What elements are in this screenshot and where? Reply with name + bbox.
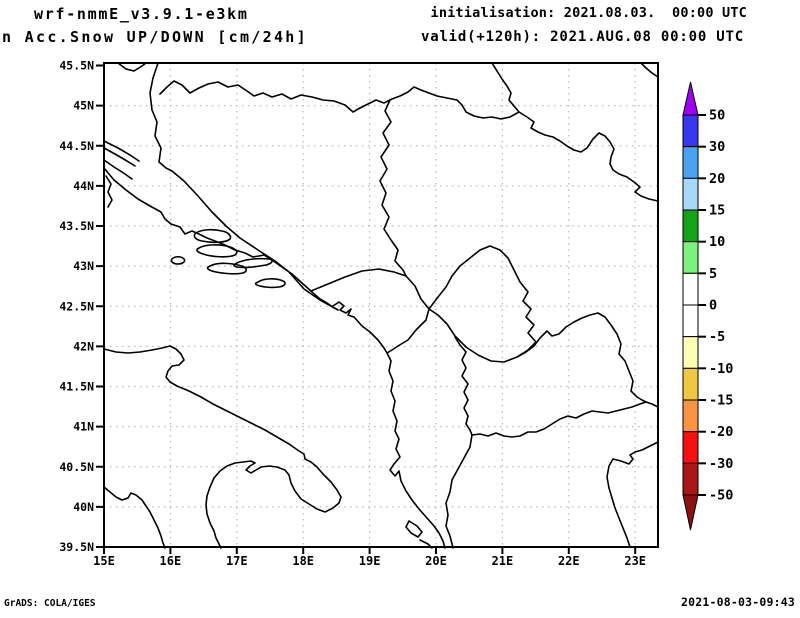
initialisation-time-label: initialisation: 2021.08.03. 00:00 UTC xyxy=(430,5,747,21)
lat-tick-label: 42.5N xyxy=(59,299,94,313)
lat-tick-label: 43N xyxy=(73,259,94,273)
lon-tick-label: 20E xyxy=(425,554,447,568)
lat-tick-label: 39.5N xyxy=(59,540,94,554)
border-macedonia-north-east xyxy=(516,312,659,408)
lat-tick-label: 40.5N xyxy=(59,460,94,474)
island-hvar xyxy=(196,244,238,258)
lat-tick-label: 42N xyxy=(73,339,94,353)
island-brac xyxy=(193,228,232,244)
lat-tick-label: 45N xyxy=(73,99,94,113)
coastline-aegean xyxy=(606,441,659,548)
colorbar-segment xyxy=(682,177,699,211)
coastline-dalmatia xyxy=(103,167,335,309)
colorbar-tick-label: -30 xyxy=(709,456,733,472)
lat-tick-label: 43.5N xyxy=(59,219,94,233)
colorbar-tick-label: -50 xyxy=(709,488,733,504)
colorbar-tick-label: 30 xyxy=(709,139,725,155)
colorbar-segment xyxy=(682,114,699,148)
colorbar-segment xyxy=(682,209,699,243)
coastline-kvarner xyxy=(117,62,147,72)
colorbar-segment xyxy=(682,399,699,433)
border-kosovo xyxy=(428,245,537,363)
colorbar-segment xyxy=(682,146,699,179)
island-korcula xyxy=(206,262,248,275)
colorbar-tick-label: 20 xyxy=(709,171,725,187)
colorbar-tick-label: -20 xyxy=(709,424,733,440)
axis-ticks-and-labels: 45.5N 45N 44.5N 44N 43.5N 43N 42.5N 42N 41.5N 41N… xyxy=(59,59,646,569)
islands-zadar xyxy=(103,140,140,162)
border-drina xyxy=(379,99,407,277)
islands-zadar xyxy=(103,147,136,167)
creation-timestamp-label: 2021-08-03-09:43 xyxy=(681,595,795,609)
border-albania-greece-south xyxy=(445,434,473,549)
colorbar-segment xyxy=(682,272,699,306)
coastline-italy-adriatic xyxy=(103,345,342,549)
lon-tick-label: 15E xyxy=(93,554,115,568)
lat-tick-label: 40N xyxy=(73,500,94,514)
islands-zadar xyxy=(105,175,113,208)
colorbar-segment xyxy=(682,367,699,401)
colorbar-segment xyxy=(682,431,699,464)
lat-tick-label: 41.5N xyxy=(59,380,94,394)
lon-tick-label: 22E xyxy=(558,554,580,568)
map-frame xyxy=(103,62,659,548)
peninsula-peljesac xyxy=(233,257,273,269)
colorbar-segment xyxy=(682,304,699,338)
grads-credit-label: GrADS: COLA/IGES xyxy=(4,598,96,609)
coastline-kotor xyxy=(332,301,355,318)
border-montenegro-east xyxy=(386,275,430,354)
lat-tick-label: 44.5N xyxy=(59,139,94,153)
colorbar-segment xyxy=(682,241,699,274)
border-bosnia-west-diagonal xyxy=(149,62,339,311)
coastline-albania xyxy=(386,352,446,549)
lon-tick-label: 19E xyxy=(359,554,381,568)
lon-tick-label: 17E xyxy=(226,554,248,568)
colorbar-tick-label: 15 xyxy=(709,203,725,219)
lon-tick-label: 16E xyxy=(160,554,182,568)
colorbar-arrow-top xyxy=(682,81,699,116)
colorbar-segment xyxy=(682,336,699,369)
islands-zadar xyxy=(103,159,133,180)
lat-tick-label: 45.5N xyxy=(59,59,94,73)
island-mljet xyxy=(254,278,286,289)
border-albania-east-greece xyxy=(454,336,647,438)
colorbar-tick-label: 5 xyxy=(709,266,717,282)
border-montenegro-north xyxy=(310,268,407,292)
valid-time-label: valid(+120h): 2021.AUG.08 00:00 UTC xyxy=(420,29,744,45)
colorbar-tick-label: -15 xyxy=(709,393,733,409)
lon-tick-label: 21E xyxy=(492,554,514,568)
model-title: wrf-nmmE_v3.9.1-e3km xyxy=(34,5,249,23)
border-sava-north xyxy=(159,80,520,120)
graticule-gridlines xyxy=(104,63,658,547)
lon-tick-label: 18E xyxy=(292,554,314,568)
colorbar-tick-label: 50 xyxy=(709,108,725,124)
colorbar-segment xyxy=(682,462,699,496)
colorbar-tick-label: 10 xyxy=(709,234,725,250)
coastline-montenegro xyxy=(353,316,388,354)
variable-title: n Acc.Snow UP/DOWN [cm/24h] xyxy=(2,28,308,46)
coastline-italy-calabria xyxy=(103,486,166,549)
colorbar-tick-label: 0 xyxy=(709,298,717,314)
colorbar-tick-label: -5 xyxy=(709,329,725,345)
lat-tick-label: 44N xyxy=(73,179,94,193)
colorbar-arrow-bottom xyxy=(682,494,699,531)
coastlines-and-borders xyxy=(103,62,659,549)
lon-tick-label: 23E xyxy=(624,554,646,568)
lat-tick-label: 41N xyxy=(73,420,94,434)
island-corfu xyxy=(405,520,423,538)
border-danube-east xyxy=(491,62,659,202)
border-corner-northeast xyxy=(640,62,659,78)
colorbar-tick-label: -10 xyxy=(709,361,733,377)
island-vis xyxy=(170,255,186,265)
